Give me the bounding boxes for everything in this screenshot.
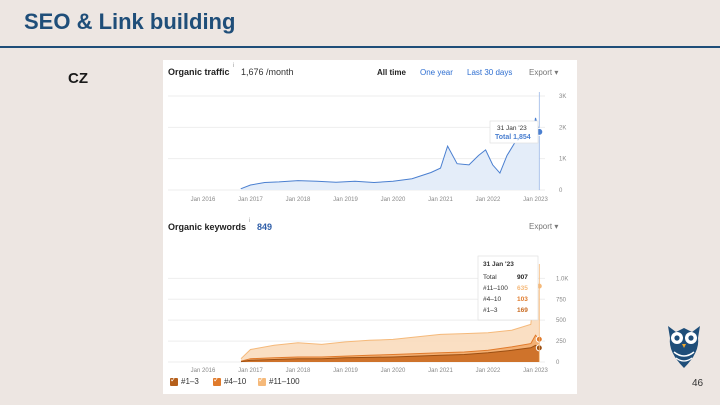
- y-tick-label: 0: [559, 188, 563, 194]
- legend-label: #11–100: [269, 377, 300, 386]
- keywords-tooltip: [477, 255, 539, 321]
- traffic-info-icon[interactable]: i: [233, 63, 235, 69]
- owl-logo-icon: [668, 326, 700, 368]
- tab-one-year[interactable]: One year: [420, 68, 453, 77]
- traffic-line: [240, 117, 540, 190]
- legend-checkbox-icon[interactable]: [170, 375, 178, 386]
- legend-label: #1–3: [181, 377, 199, 386]
- traffic-chart: 3K 2K 1K 0 Jan 2016 Jan 2017 Jan 2018 Jan 2019 J…: [168, 92, 566, 203]
- tooltip-row-value: 103: [517, 296, 528, 303]
- series-line: [240, 276, 540, 360]
- tooltip-row-value: 169: [517, 307, 528, 314]
- x-tick-label: Jan 2017: [238, 368, 263, 374]
- x-tick-label: Jan 2021: [428, 197, 453, 203]
- x-tick-label: Jan 2021: [428, 368, 453, 374]
- y-tick-label: 3K: [559, 94, 566, 100]
- y-tick-label: 250: [556, 339, 567, 345]
- tooltip-date: 31 Jan '23: [497, 125, 527, 132]
- ahrefs-panel: Organic traffic i 1,676 /month All time …: [163, 60, 577, 394]
- x-tick-label: Jan 2016: [191, 368, 216, 374]
- x-tick-label: Jan 2018: [286, 197, 311, 203]
- x-tick-label: Jan 2023: [523, 197, 548, 203]
- slide-title: SEO & Link building: [24, 9, 236, 34]
- keywords-value: 849: [257, 222, 273, 232]
- traffic-area: [241, 117, 540, 190]
- legend-label: #4–10: [224, 377, 247, 386]
- traffic-export-button[interactable]: Export ▾: [529, 68, 559, 77]
- tooltip-row-label: #4–10: [483, 296, 501, 303]
- legend-item-11-100[interactable]: #11–100: [258, 375, 300, 386]
- y-tick-label: 1K: [559, 157, 566, 163]
- tooltip-row-label: #1–3: [483, 307, 498, 314]
- tab-last-30-days[interactable]: Last 30 days: [467, 68, 513, 77]
- y-tick-label: 750: [556, 297, 567, 303]
- tooltip-row-label: #11–100: [483, 285, 508, 292]
- traffic-title: Organic traffic: [168, 67, 230, 77]
- page-number: 46: [692, 378, 704, 389]
- series-area: [241, 278, 540, 362]
- tooltip-row-value: 635: [517, 285, 528, 292]
- keywords-chart: 1.0K 750 500 250 0 Jan 2016 Jan 2017 Jan 2018 Ja…: [168, 255, 568, 374]
- tooltip-row-label: Total: [483, 274, 497, 281]
- x-tick-label: Jan 2018: [286, 368, 311, 374]
- keywords-title: Organic keywords: [168, 222, 247, 232]
- x-tick-label: Jan 2019: [333, 368, 358, 374]
- traffic-tooltip: [489, 120, 539, 144]
- tooltip-row-value: 907: [517, 274, 528, 281]
- x-tick-label: Jan 2020: [381, 197, 406, 203]
- x-tick-label: Jan 2022: [476, 368, 501, 374]
- tooltip-total: Total 1,854: [495, 134, 531, 141]
- series-line: [240, 334, 540, 362]
- y-tick-label: 0: [556, 360, 560, 366]
- series-area: [241, 345, 540, 362]
- y-tick-label: 1.0K: [556, 276, 568, 282]
- legend-item-1-3[interactable]: #1–3: [170, 375, 199, 386]
- x-tick-label: Jan 2017: [238, 197, 263, 203]
- region-label: CZ: [68, 70, 88, 87]
- legend-checkbox-icon[interactable]: [258, 375, 266, 386]
- x-tick-label: Jan 2020: [381, 368, 406, 374]
- y-tick-label: 2K: [559, 125, 566, 131]
- keywords-export-button[interactable]: Export ▾: [529, 222, 559, 231]
- title-rule: [0, 46, 720, 48]
- tab-all-time[interactable]: All time: [377, 68, 406, 77]
- x-tick-label: Jan 2019: [333, 197, 358, 203]
- y-tick-label: 500: [556, 318, 567, 324]
- legend-item-4-10[interactable]: #4–10: [213, 375, 247, 386]
- series-line: [240, 344, 540, 363]
- x-tick-label: Jan 2016: [191, 197, 216, 203]
- keywords-info-icon[interactable]: i: [249, 218, 251, 224]
- x-tick-label: Jan 2022: [476, 197, 501, 203]
- legend-checkbox-icon[interactable]: [213, 375, 221, 386]
- traffic-value: 1,676 /month: [241, 67, 294, 77]
- x-tick-label: Jan 2023: [523, 368, 548, 374]
- tooltip-date: 31 Jan '23: [483, 261, 514, 268]
